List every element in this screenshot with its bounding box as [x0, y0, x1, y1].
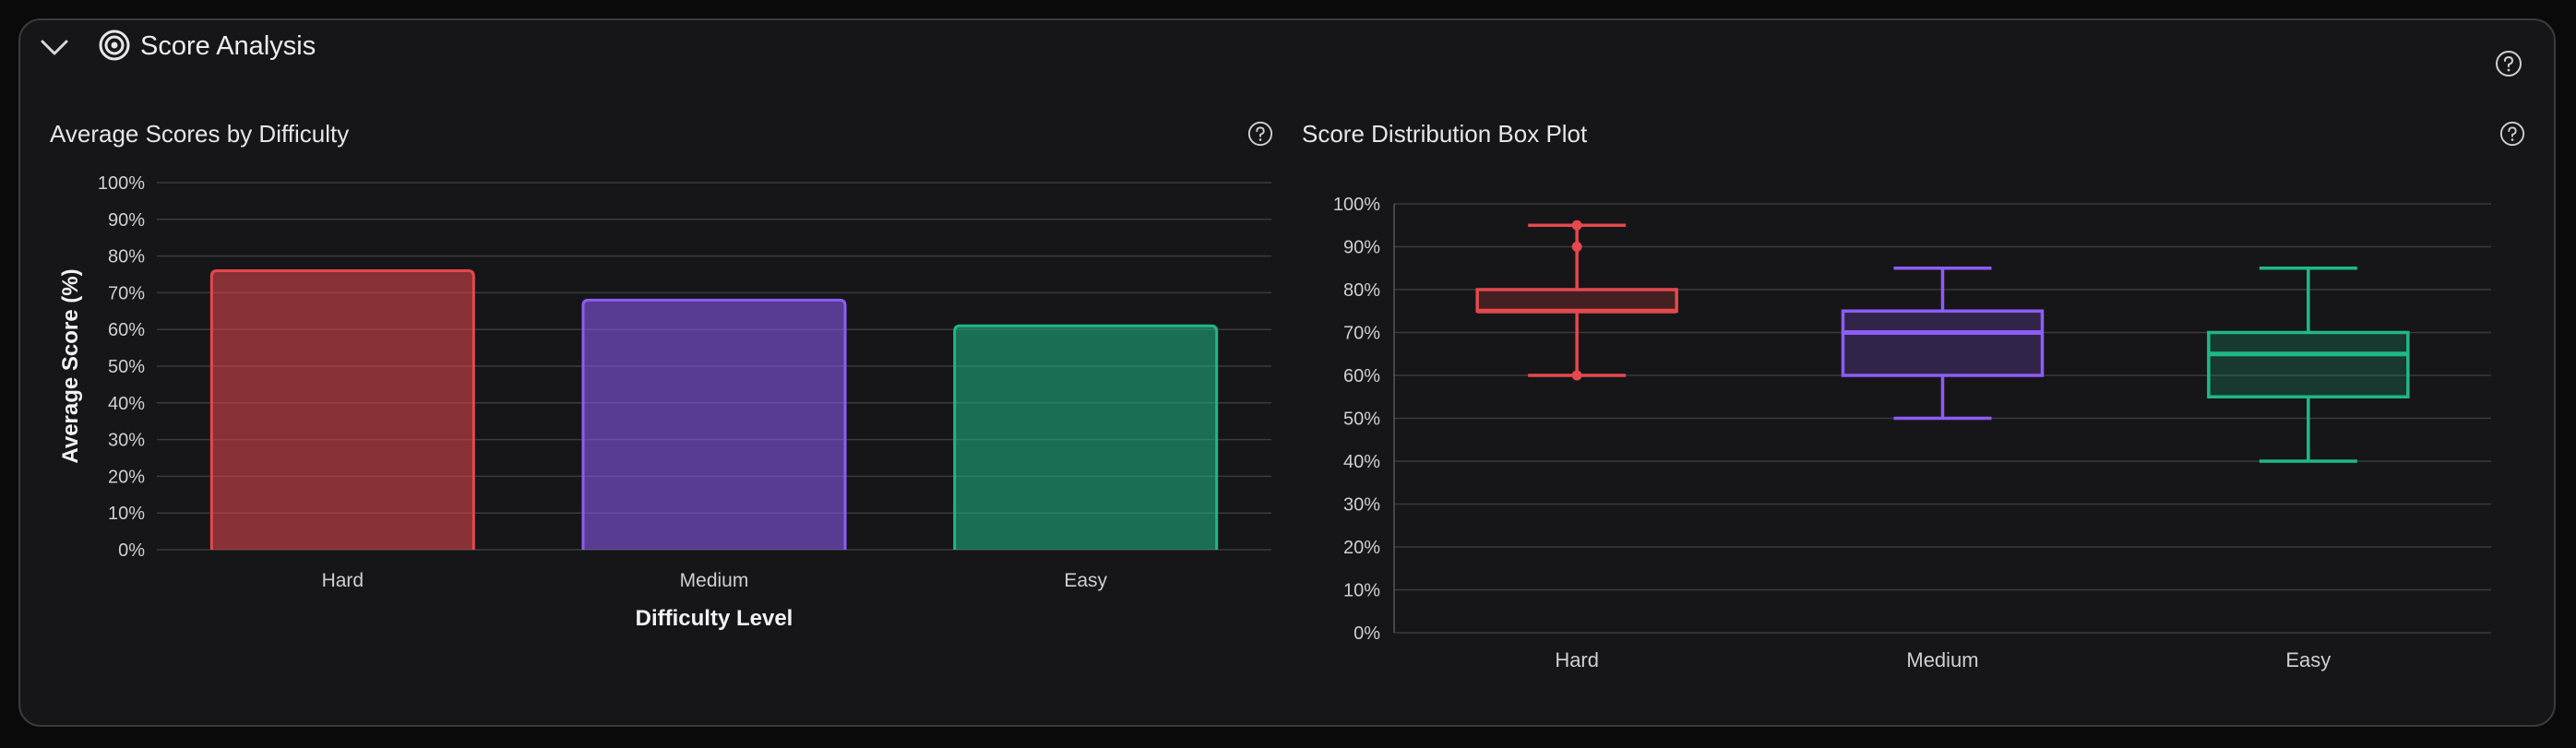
x-tick-label: Hard — [322, 570, 364, 591]
y-tick-label: 10% — [108, 504, 145, 524]
box-plot-title: Score Distribution Box Plot — [1302, 120, 1588, 148]
y-axis-label: Average Score (%) — [58, 268, 83, 463]
y-tick-label: 100% — [98, 173, 145, 194]
x-axis-label: Difficulty Level — [636, 606, 793, 631]
bar-medium — [581, 298, 847, 550]
y-tick-label: 40% — [108, 394, 145, 414]
bar-chart-title: Average Scores by Difficulty — [50, 120, 350, 148]
target-icon — [99, 30, 130, 61]
bar-hard — [209, 269, 475, 550]
x-tick-label: Easy — [1064, 570, 1107, 591]
bar-easy — [953, 324, 1219, 550]
y-tick-label: 90% — [108, 210, 145, 231]
section-title: Score Analysis — [140, 31, 316, 61]
y-tick-label: 30% — [108, 431, 145, 451]
y-tick-label: 50% — [108, 357, 145, 377]
y-tick-label: 20% — [108, 467, 145, 487]
y-tick-label: 80% — [108, 247, 145, 267]
help-circle-icon[interactable] — [1247, 121, 1273, 147]
x-tick-label: Medium — [680, 570, 749, 591]
help-circle-icon[interactable] — [2499, 121, 2525, 147]
chevron-down-icon[interactable] — [35, 28, 74, 66]
y-tick-label: 70% — [108, 283, 145, 303]
help-circle-icon[interactable] — [2495, 50, 2522, 77]
y-tick-label: 0% — [118, 540, 145, 561]
y-tick-label: 60% — [108, 320, 145, 340]
